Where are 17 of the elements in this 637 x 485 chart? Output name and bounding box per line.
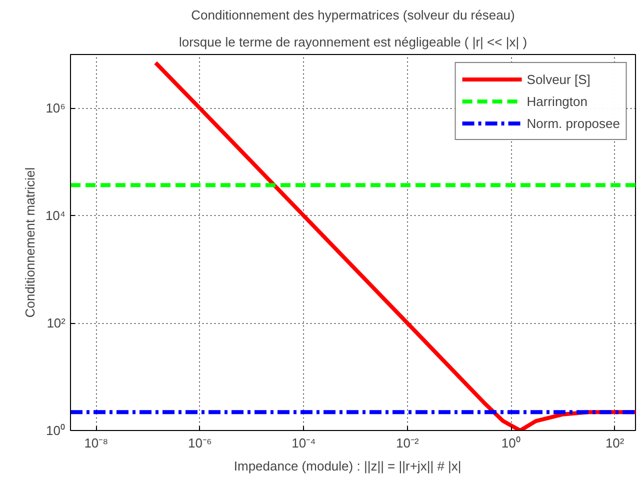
x-tick-label: 10⁻⁶ — [188, 436, 212, 450]
legend-label: Norm. proposee — [526, 116, 620, 130]
x-tick-label: 10⁻⁸ — [84, 436, 108, 450]
x-tick-label: 10⁰ — [501, 436, 521, 450]
x-tick-label: 10² — [605, 436, 625, 450]
legend-label: Harrington — [526, 94, 588, 108]
y-tick-label: 10² — [46, 316, 66, 331]
y-axis-title: Conditionnement matriciel — [22, 167, 38, 318]
x-tick-label: 10⁻⁴ — [292, 436, 316, 450]
y-tick-label: 10⁶ — [46, 100, 66, 116]
x-axis-title: Impedance (module) : ||z|| = ||r+jx|| # |x| — [234, 458, 462, 474]
x-tick-label: 10⁻² — [396, 436, 420, 450]
chart-title: Conditionnement des hypermatrices (solveur du réseau) — [191, 8, 515, 22]
chart-subtitle: lorsque le terme de rayonnement est négligeable ( |r| << |x| ) — [178, 34, 528, 50]
legend-label: Solveur [S] — [526, 72, 590, 86]
y-tick-label: 10⁴ — [45, 208, 66, 224]
y-tick-label: 10⁰ — [46, 423, 66, 438]
